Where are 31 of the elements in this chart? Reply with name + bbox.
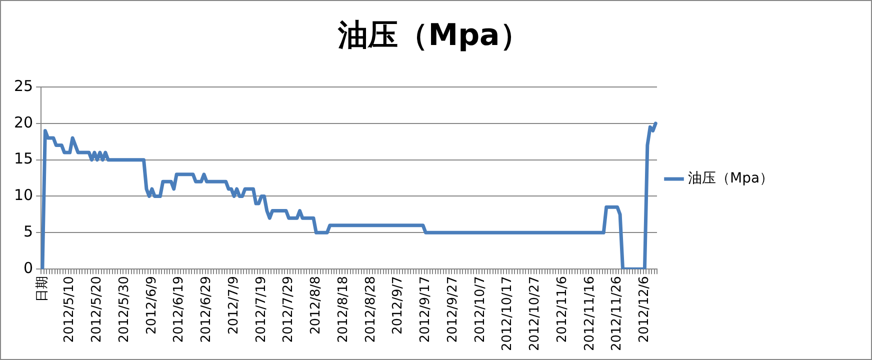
x-tick-label: 2012/8/28 <box>363 276 378 343</box>
x-tick-label: 2012/9/7 <box>390 276 406 334</box>
x-tick-label: 2012/5/20 <box>90 276 105 343</box>
legend-label: 油压（Mpa） <box>688 170 774 187</box>
y-tick-label: 0 <box>24 258 34 277</box>
x-tick-label: 2012/9/27 <box>445 276 460 343</box>
x-tick-label: 2012/7/9 <box>226 276 242 334</box>
x-tick-label: 2012/5/10 <box>62 276 78 343</box>
y-tick-label: 10 <box>14 186 34 204</box>
x-tick-label: 2012/7/29 <box>281 276 296 343</box>
x-tick-label: 2012/6/29 <box>199 276 214 343</box>
x-tick-label: 2012/8/18 <box>336 276 351 343</box>
x-tick-label: 2012/6/9 <box>144 276 160 334</box>
x-tick-label: 2012/11/16 <box>582 276 598 352</box>
x-tick-label: 2012/7/19 <box>254 276 269 343</box>
x-tick-label: 2012/10/17 <box>500 276 516 352</box>
y-tick-label: 25 <box>14 76 34 95</box>
x-tick-label: 2012/11/26 <box>610 276 625 352</box>
x-tick-label: 2012/9/17 <box>418 276 434 343</box>
x-tick-label: 2012/10/27 <box>528 276 543 352</box>
y-tick-label: 20 <box>14 113 34 132</box>
x-tick-label: 2012/6/19 <box>172 276 187 343</box>
x-tick-label: 2012/8/8 <box>308 276 324 334</box>
x-tick-label: 2012/5/30 <box>116 276 132 343</box>
x-tick-label: 2012/11/6 <box>554 276 570 343</box>
x-tick-label: 2012/10/7 <box>472 276 488 343</box>
y-tick-label: 5 <box>24 222 34 241</box>
y-tick-label: 15 <box>14 150 34 168</box>
x-tick-label: 2012/12/6 <box>637 276 652 343</box>
chart-title: 油压（Mpa） <box>337 18 530 53</box>
x-tick-label: 日期 <box>34 276 50 302</box>
